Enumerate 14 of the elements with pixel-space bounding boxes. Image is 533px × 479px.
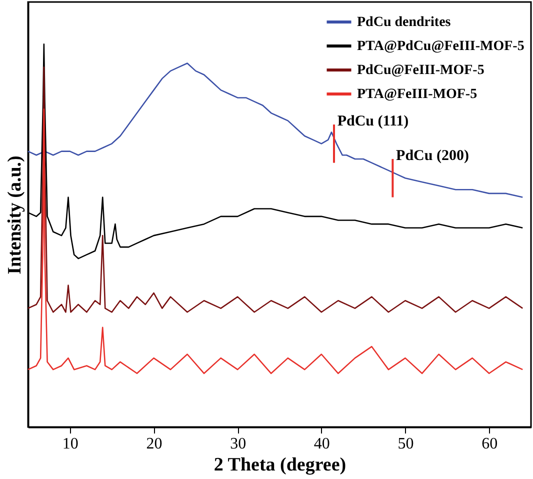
x-tick-label: 10 [62,436,78,452]
annotation: PdCu (111) [337,113,409,130]
y-axis-title: Intensity (a.u.) [4,156,26,274]
legend-label: PdCu@FeIII-MOF-5 [357,63,484,78]
legend-label: PTA@FeIII-MOF-5 [357,87,478,102]
x-tick-label: 60 [482,436,498,452]
legend-label: PTA@PdCu@FeIII-MOF-5 [357,39,524,54]
annotation: PdCu (200) [396,148,469,164]
x-axis-title: 2 Theta (degree) [214,454,346,476]
x-tick-label: 30 [230,436,246,452]
x-tick-label: 50 [398,436,414,452]
legend-label: PdCu dendrites [357,15,452,30]
x-tick-label: 40 [314,436,330,452]
x-tick-label: 20 [146,436,162,452]
